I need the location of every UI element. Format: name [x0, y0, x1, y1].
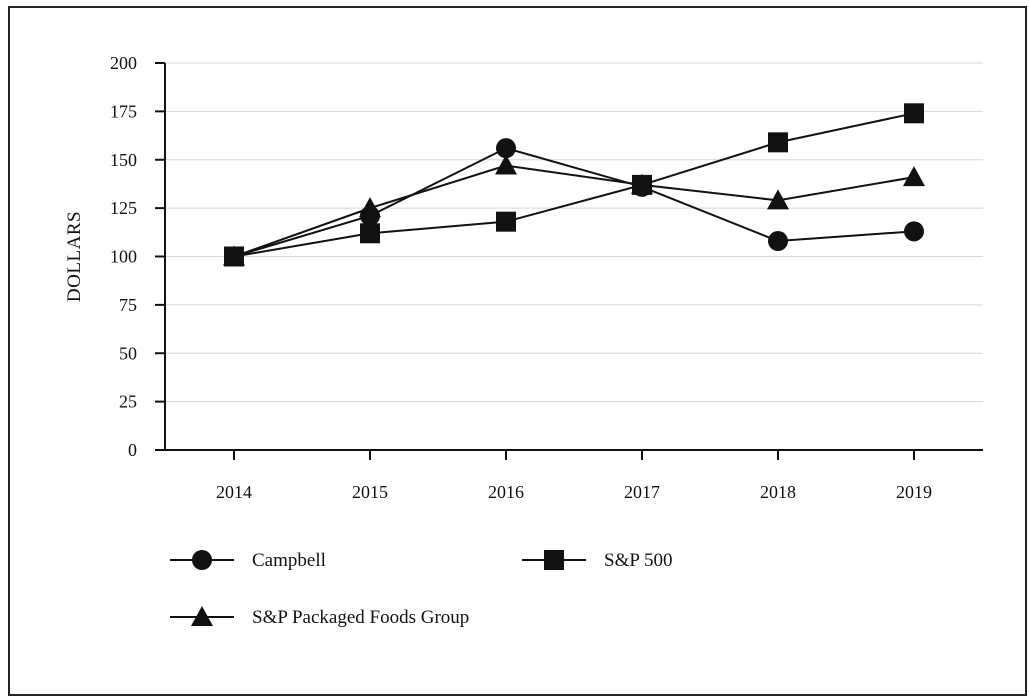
data-point: [768, 231, 788, 252]
x-tick-label: 2014: [216, 482, 252, 502]
data-point: [496, 211, 516, 232]
legend-item: Campbell: [170, 550, 326, 571]
x-tick-label: 2015: [352, 482, 388, 502]
series-line: [233, 112, 915, 258]
legend-marker: [544, 550, 564, 570]
series-line: [233, 147, 915, 258]
data-point: [359, 197, 381, 218]
legend-label: Campbell: [252, 550, 326, 571]
legend-label: S&P Packaged Foods Group: [252, 607, 469, 628]
y-tick-label: 150: [110, 150, 137, 170]
y-axis-ticks: 0 25 50 75 100 125 150 175 200: [110, 53, 165, 460]
y-tick-label: 200: [110, 53, 137, 73]
y-tick-label: 50: [119, 343, 137, 363]
data-point: [223, 245, 245, 266]
y-tick-label: 0: [128, 440, 137, 460]
data-point: [360, 223, 380, 244]
y-tick-label: 100: [110, 247, 137, 267]
series-layer: [223, 103, 925, 267]
data-point: [904, 221, 924, 242]
x-axis-ticks: 2014 2015 2016 2017 2018 2019: [216, 450, 932, 502]
x-tick-label: 2017: [624, 482, 660, 502]
legend-marker: [191, 606, 213, 626]
series-line: [233, 164, 915, 258]
data-point: [495, 154, 517, 175]
data-point: [904, 103, 924, 124]
series-s-p-500: [224, 103, 924, 267]
legend-label: S&P 500: [604, 550, 672, 571]
x-tick-label: 2016: [488, 482, 524, 502]
data-point: [767, 189, 789, 210]
data-point: [631, 173, 653, 194]
legend-item: S&P Packaged Foods Group: [170, 606, 469, 628]
series-s-p-packaged-foods-group: [223, 154, 925, 266]
data-point: [496, 138, 516, 159]
x-tick-label: 2019: [896, 482, 932, 502]
y-tick-label: 175: [110, 101, 137, 121]
y-tick-label: 75: [119, 295, 137, 315]
legend-marker: [192, 550, 212, 570]
legend: Campbell S&P 500 S&P Packaged Foods Group: [170, 550, 672, 628]
y-tick-label: 25: [119, 392, 137, 412]
gridlines: [165, 62, 983, 403]
y-axis-title: DOLLARS: [64, 211, 85, 302]
x-tick-label: 2018: [760, 482, 796, 502]
data-point: [903, 166, 925, 187]
chart-frame: [8, 6, 1027, 696]
y-tick-label: 125: [110, 198, 137, 218]
data-point: [768, 132, 788, 153]
legend-item: S&P 500: [522, 550, 672, 571]
